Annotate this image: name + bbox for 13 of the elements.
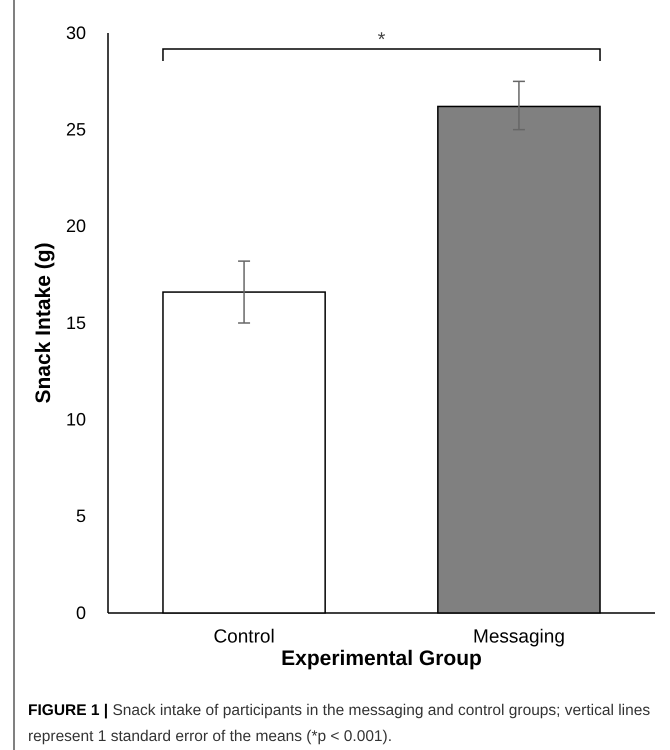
y-tick-label: 5 <box>76 506 86 526</box>
y-tick-label: 0 <box>76 602 86 623</box>
y-axis-title: Snack Intake (g) <box>32 242 55 404</box>
y-tick-label: 25 <box>66 119 86 140</box>
y-tick-label: 10 <box>66 409 86 430</box>
x-axis-title: Experimental Group <box>281 647 482 670</box>
x-tick-label: Control <box>213 626 275 648</box>
x-tick-label: Messaging <box>472 626 565 648</box>
y-tick-label: 15 <box>66 312 86 333</box>
annotation: * <box>378 29 386 51</box>
y-tick-label: 20 <box>66 216 86 236</box>
y-tick-label: 30 <box>66 22 86 43</box>
caption: FIGURE 1 | Snack intake of participants in the messaging and control groups; vertical lines represent 1 standard error of the means (*p < 0.001). <box>28 702 650 745</box>
